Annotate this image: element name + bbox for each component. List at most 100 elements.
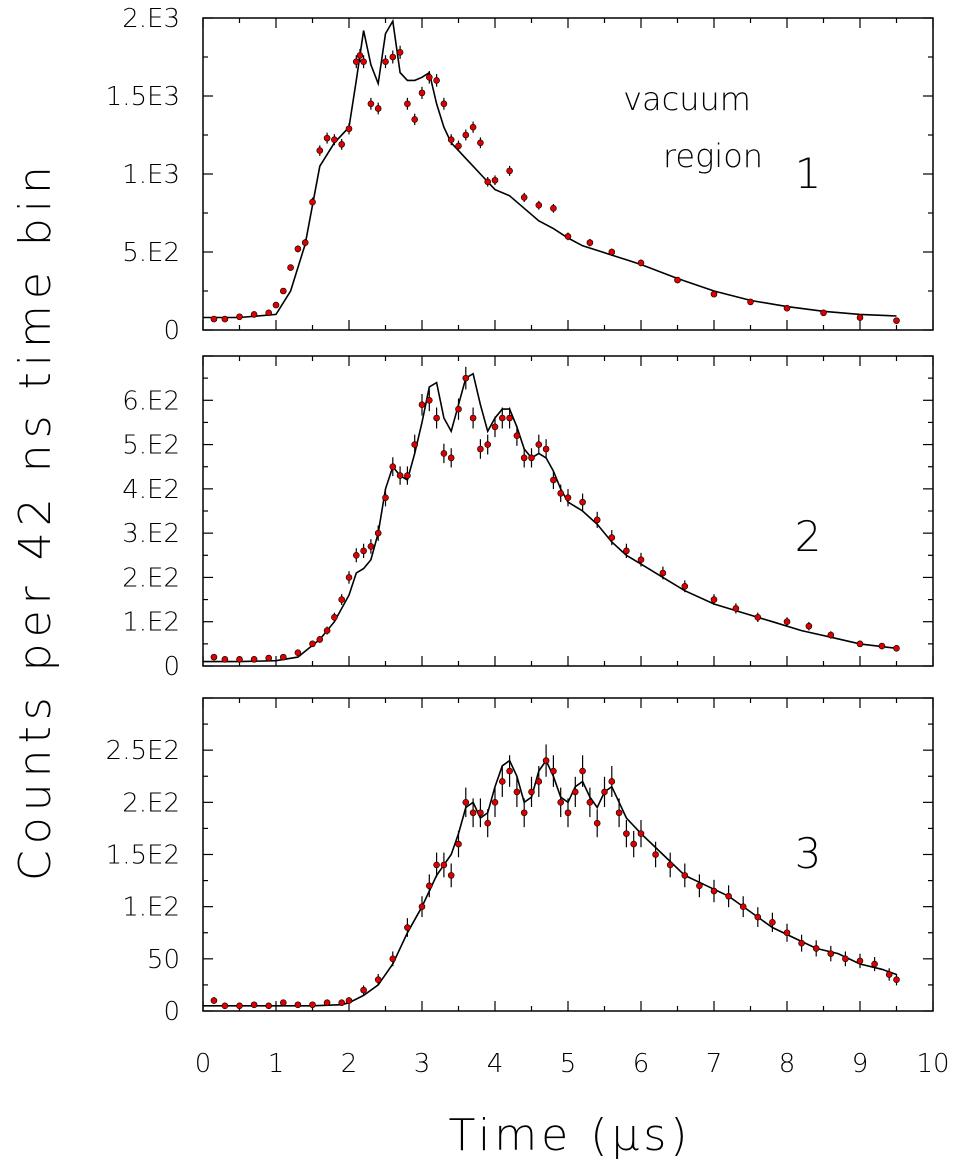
data-point bbox=[571, 788, 579, 796]
data-point bbox=[564, 809, 572, 817]
data-point bbox=[411, 441, 419, 448]
data-point bbox=[754, 613, 762, 621]
data-point bbox=[221, 1002, 229, 1010]
data-point bbox=[425, 882, 433, 890]
data-point bbox=[323, 999, 331, 1006]
data-point bbox=[462, 799, 470, 806]
data-point bbox=[506, 767, 513, 775]
data-point bbox=[710, 290, 718, 298]
data-point bbox=[593, 819, 601, 827]
y-tick-label: 1.5E3 bbox=[106, 82, 180, 112]
data-point bbox=[331, 613, 338, 621]
data-point bbox=[579, 767, 586, 775]
data-point bbox=[455, 142, 462, 150]
data-point bbox=[871, 960, 878, 968]
data-point bbox=[484, 178, 492, 186]
data-point bbox=[681, 582, 689, 590]
data-point bbox=[250, 656, 258, 663]
data-point bbox=[696, 882, 703, 890]
data-point bbox=[440, 861, 448, 869]
data-point bbox=[447, 454, 455, 462]
data-point bbox=[236, 656, 243, 663]
data-point bbox=[352, 551, 360, 559]
fit-curve bbox=[203, 18, 897, 319]
x-tick-label: 5 bbox=[560, 1049, 577, 1079]
data-point bbox=[652, 851, 659, 858]
y-tick-label: 1.E2 bbox=[122, 608, 180, 638]
data-point bbox=[367, 543, 375, 550]
data-point bbox=[374, 529, 382, 537]
data-point bbox=[491, 799, 499, 806]
data-point bbox=[374, 105, 382, 112]
data-point bbox=[535, 778, 543, 785]
data-point bbox=[389, 463, 397, 471]
data-point bbox=[250, 1001, 258, 1009]
data-point bbox=[462, 131, 470, 139]
data-point bbox=[827, 631, 835, 639]
data-point bbox=[498, 778, 506, 785]
data-point bbox=[477, 809, 484, 817]
data-point bbox=[856, 957, 864, 965]
data-point bbox=[265, 654, 273, 662]
data-point bbox=[455, 840, 462, 848]
data-point bbox=[498, 414, 506, 422]
data-point bbox=[396, 49, 404, 56]
data-point bbox=[469, 809, 477, 817]
y-tick-label: 2.E2 bbox=[122, 788, 180, 818]
data-point bbox=[659, 569, 667, 577]
data-point bbox=[440, 450, 448, 457]
data-point bbox=[210, 653, 218, 661]
data-point bbox=[893, 976, 900, 984]
data-point bbox=[564, 233, 572, 240]
data-point bbox=[783, 929, 791, 937]
data-point bbox=[382, 58, 389, 65]
plot-frame bbox=[202, 355, 934, 667]
y-tick-label: 2.E3 bbox=[122, 4, 180, 34]
data-point bbox=[374, 976, 382, 984]
data-point bbox=[557, 489, 565, 497]
data-point bbox=[265, 1002, 273, 1010]
data-point bbox=[520, 454, 528, 462]
x-tick-label: 8 bbox=[779, 1049, 796, 1079]
data-point bbox=[732, 605, 740, 612]
data-point bbox=[462, 374, 470, 382]
panel-number: 2 bbox=[795, 512, 822, 561]
data-point bbox=[265, 309, 273, 317]
data-point bbox=[615, 809, 623, 817]
data-point bbox=[608, 248, 616, 256]
data-point bbox=[477, 139, 484, 147]
y-tick-label: 3.E2 bbox=[122, 519, 180, 549]
data-point bbox=[389, 955, 397, 963]
data-point bbox=[425, 396, 433, 404]
data-point bbox=[783, 304, 791, 312]
data-point bbox=[893, 644, 900, 652]
panel-2: 0 1.E2 2.E2 3.E2 4.E2 5.E2 6.E2 2 bbox=[122, 355, 934, 682]
data-point bbox=[210, 315, 218, 323]
data-point bbox=[601, 788, 608, 796]
data-point bbox=[294, 1001, 302, 1009]
data-point bbox=[338, 141, 346, 148]
data-point bbox=[382, 494, 389, 502]
fit-curve bbox=[203, 759, 897, 1007]
x-tick-label: 4 bbox=[487, 1049, 504, 1079]
data-point bbox=[221, 656, 229, 663]
data-point bbox=[637, 830, 645, 837]
data-point bbox=[805, 622, 813, 630]
data-point bbox=[520, 809, 528, 817]
x-tick-label: 1 bbox=[268, 1049, 285, 1079]
fit-curve bbox=[203, 372, 897, 663]
x-tick-label: 6 bbox=[633, 1049, 650, 1079]
data-point bbox=[528, 788, 535, 796]
data-point bbox=[236, 313, 243, 321]
data-point bbox=[674, 276, 681, 284]
data-point bbox=[433, 861, 440, 869]
data-point bbox=[272, 301, 280, 309]
data-point bbox=[491, 176, 499, 184]
x-tick-label: 0 bbox=[195, 1049, 212, 1079]
data-point bbox=[345, 574, 353, 581]
y-tick-label: 0 bbox=[163, 652, 180, 682]
y-tick-label: 0 bbox=[163, 997, 180, 1027]
data-point bbox=[301, 239, 309, 246]
data-point bbox=[477, 445, 484, 453]
data-point bbox=[250, 311, 258, 318]
